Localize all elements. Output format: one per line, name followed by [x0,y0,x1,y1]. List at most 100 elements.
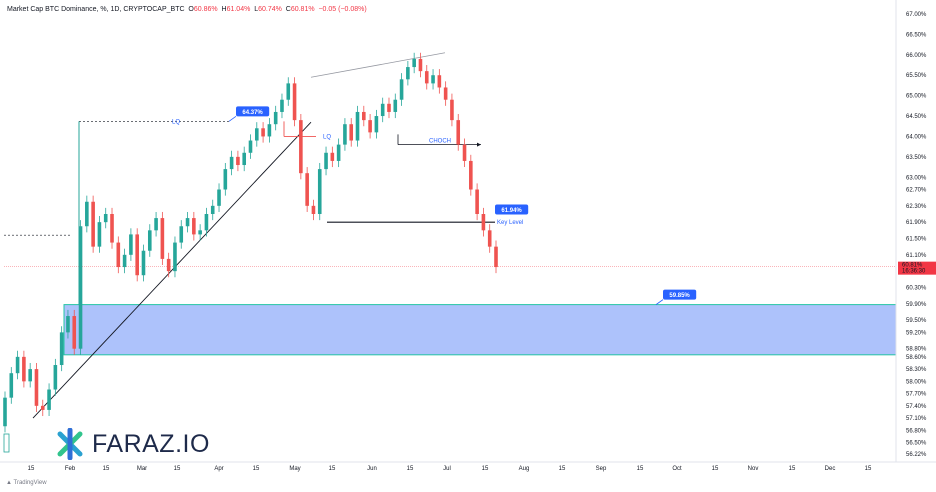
candle-body [22,356,26,382]
candle-body [292,83,297,121]
candle-body [185,218,190,227]
candle [210,199,215,221]
candle-body [135,234,139,276]
candle-body [28,369,32,382]
label-64-37-bg [236,106,270,117]
candle-body [192,218,196,235]
choch-text: CHOCH [429,139,451,145]
candle [456,114,461,151]
x-tick-label: 15 [174,466,181,472]
y-tick-label: 58.00% [906,379,927,385]
candle [437,69,442,94]
candle [406,60,410,86]
y-tick-label: 65.50% [906,73,927,79]
candle [34,362,39,412]
key-level-text: Key Level [497,220,523,226]
candle-body [343,124,347,145]
open-value: 60.86% [193,6,218,13]
candle [469,154,473,196]
candle-body [110,214,114,243]
candle [198,224,202,241]
label-64-37-text: 64.37% [242,110,263,116]
x-tick-label: Mar [137,466,147,472]
candle [179,220,184,249]
candle [91,195,95,253]
candle [305,167,309,212]
candle [166,252,171,278]
current-price-tag: 60.81%16:36:30 [898,261,936,275]
x-tick-label: Nov [748,466,759,472]
demand-zone [63,304,897,356]
candle-body [254,128,259,141]
candle-body [34,369,39,406]
x-tick-label: Oct [672,466,682,472]
candle-body [40,405,45,410]
y-tick-label: 61.10% [906,253,927,259]
candle [393,93,398,119]
brand-label: TradingView [13,480,47,486]
y-tick-label: 61.50% [906,236,927,242]
candle-body [355,111,360,141]
low-label: L [254,6,259,13]
candle [173,236,177,278]
y-tick-label: 56.50% [906,441,927,447]
candle [3,391,7,433]
candle-body [330,152,335,161]
candle [450,93,454,127]
candle-body [324,152,328,170]
candle-body [3,397,7,427]
candle [9,367,14,404]
y-tick-label: 58.30% [906,367,927,373]
x-tick-label: 15 [637,466,644,472]
candle [487,224,492,253]
candle-body [336,144,341,161]
candle [53,358,58,396]
candle [147,224,152,257]
candle [47,383,51,417]
label-61-94-bg [495,204,529,215]
x-tick-label: 15 [407,466,414,472]
y-tick-label: 67.00% [906,12,927,18]
candle-body [475,189,479,214]
choch-arrowhead [477,142,481,147]
time-axis[interactable]: 15 Feb 15 Mar 15 Apr 15 May 15 Jun 15 Jul 15 Aug 15 Sep… [0,461,936,472]
candle [135,228,139,282]
y-tick-label: 64.50% [906,114,927,120]
candle [22,350,26,388]
candle-body [116,242,121,268]
annotation-labels-layer: 64.37% 61.94% 59.85% LQ LQ CHOCH Key Level [172,106,697,305]
candle [267,118,272,143]
high-value: 61.04% [226,6,251,13]
candle [15,350,20,380]
current-price-value: 60.81% [902,263,923,269]
candle [204,207,209,237]
trend-line [32,121,312,419]
candle-body [418,58,423,72]
candle-body [223,169,228,190]
candle-body [154,218,158,231]
candle [192,211,196,241]
candle-body [494,246,498,268]
candle-body [368,120,372,133]
candle-body [66,316,70,333]
candle-body [469,160,473,190]
y-tick-label: 57.10% [906,416,927,422]
candle [110,207,114,249]
candle [154,211,158,237]
candle-body [305,173,309,206]
candle [72,309,77,355]
candle [494,240,498,274]
tradingview-brand[interactable]: ▲ TradingView [6,480,47,486]
candle-body [450,99,454,121]
high-label: H [221,6,227,13]
label-59-85-pointer [655,299,664,305]
candle-body [97,222,102,247]
price-axis[interactable]: 67.00% 66.50% 66.00% 65.50% 65.00% 64.50% 64.0… [895,0,936,462]
candle [28,362,32,388]
candle-body [462,144,467,161]
candle-body [273,111,278,125]
candle-body [53,365,58,390]
candle-body [103,214,108,223]
candle-body [267,124,272,137]
